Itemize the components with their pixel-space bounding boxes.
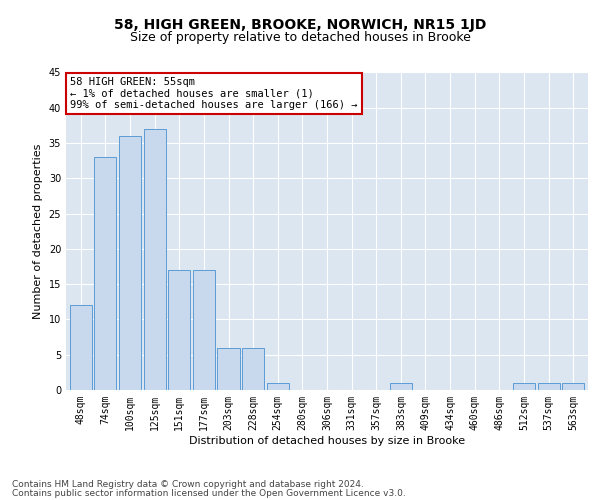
Bar <box>193 270 215 390</box>
Bar <box>513 383 535 390</box>
Bar <box>242 348 264 390</box>
Text: 58 HIGH GREEN: 55sqm
← 1% of detached houses are smaller (1)
99% of semi-detache: 58 HIGH GREEN: 55sqm ← 1% of detached ho… <box>70 76 358 110</box>
Bar <box>143 129 166 390</box>
Y-axis label: Number of detached properties: Number of detached properties <box>33 144 43 319</box>
Bar <box>168 270 190 390</box>
Bar <box>70 306 92 390</box>
Bar <box>217 348 239 390</box>
Bar <box>94 157 116 390</box>
Text: Size of property relative to detached houses in Brooke: Size of property relative to detached ho… <box>130 31 470 44</box>
Text: Contains public sector information licensed under the Open Government Licence v3: Contains public sector information licen… <box>12 488 406 498</box>
Bar <box>538 383 560 390</box>
Text: Contains HM Land Registry data © Crown copyright and database right 2024.: Contains HM Land Registry data © Crown c… <box>12 480 364 489</box>
Bar <box>390 383 412 390</box>
Text: 58, HIGH GREEN, BROOKE, NORWICH, NR15 1JD: 58, HIGH GREEN, BROOKE, NORWICH, NR15 1J… <box>114 18 486 32</box>
Bar <box>266 383 289 390</box>
Bar <box>562 383 584 390</box>
X-axis label: Distribution of detached houses by size in Brooke: Distribution of detached houses by size … <box>189 436 465 446</box>
Bar <box>119 136 141 390</box>
